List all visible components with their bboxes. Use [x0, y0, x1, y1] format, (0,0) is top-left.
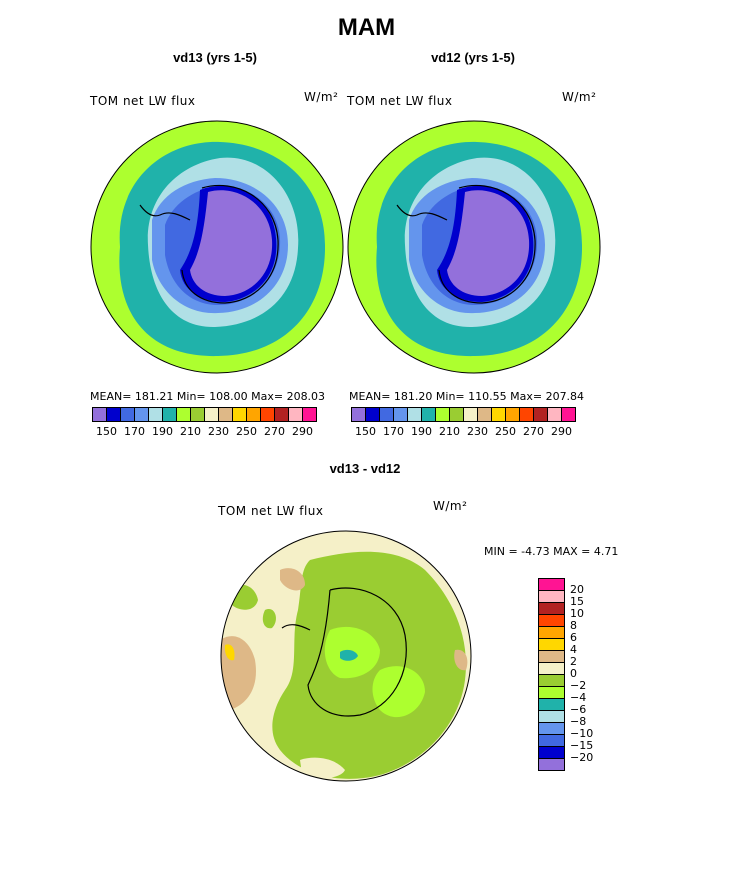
units-label-vd12: W/m² [562, 90, 597, 104]
colorbar-swatch [449, 407, 464, 422]
diff-title: vd13 - vd12 [329, 461, 401, 476]
colorbar-swatch [232, 407, 247, 422]
colorbar-vd12 [351, 407, 576, 422]
colorbar-tick-label: 150 [96, 425, 117, 438]
colorbar-tick-label: −8 [570, 715, 587, 728]
colorbar-tick-label: 290 [292, 425, 313, 438]
colorbar-tick-label: 250 [495, 425, 516, 438]
minmax-diff: MIN = -4.73 MAX = 4.71 [484, 545, 619, 558]
units-label-vd13: W/m² [304, 90, 339, 104]
variable-label-diff: TOM net LW flux [218, 504, 324, 518]
colorbar-tick-label: −15 [570, 739, 594, 752]
colorbar-tick-label: 20 [570, 583, 584, 596]
colorbar-swatch [491, 407, 506, 422]
colorbar-tick-label: 290 [551, 425, 572, 438]
colorbar-tick-label: 170 [124, 425, 145, 438]
colorbar-swatch [477, 407, 492, 422]
colorbar-swatch [148, 407, 163, 422]
colorbar-tick-label: 0 [570, 667, 577, 680]
colorbar-tick-label: 150 [355, 425, 376, 438]
colorbar-tick-label: 210 [439, 425, 460, 438]
colorbar-diff [538, 578, 565, 771]
colorbar-swatch [463, 407, 478, 422]
map-vd12 [347, 120, 601, 374]
colorbar-swatch [505, 407, 520, 422]
colorbar-tick-label: 170 [383, 425, 404, 438]
colorbar-swatch [176, 407, 191, 422]
colorbar-tick-label: 230 [208, 425, 229, 438]
colorbar-tick-label: 8 [570, 619, 577, 632]
colorbar-swatch [393, 407, 408, 422]
colorbar-tick-label: 250 [236, 425, 257, 438]
colorbar-tick-label: 270 [264, 425, 285, 438]
colorbar-labels-vd12: 150 170 190 210 230 250 270 290 [351, 425, 611, 439]
colorbar-swatch [274, 407, 289, 422]
colorbar-labels-vd13: 150 170 190 210 230 250 270 290 [92, 425, 352, 439]
colorbar-tick-label: −2 [570, 679, 587, 692]
colorbar-swatch [204, 407, 219, 422]
colorbar-tick-label: −10 [570, 727, 594, 740]
colorbar-tick-label: 230 [467, 425, 488, 438]
colorbar-swatch [561, 407, 576, 422]
panel-title-vd13: vd13 (yrs 1-5) [173, 50, 257, 65]
colorbar-swatch [421, 407, 436, 422]
colorbar-tick-label: 270 [523, 425, 544, 438]
colorbar-tick-label: −20 [570, 751, 594, 764]
colorbar-swatch [162, 407, 177, 422]
map-diff [220, 530, 472, 782]
colorbar-vd13 [92, 407, 317, 422]
colorbar-tick-label: 190 [152, 425, 173, 438]
colorbar-swatch [260, 407, 275, 422]
stats-vd13: MEAN= 181.21 Min= 108.00 Max= 208.03 [90, 390, 326, 403]
colorbar-swatch [246, 407, 261, 422]
units-label-diff: W/m² [433, 499, 468, 513]
stats-vd12: MEAN= 181.20 Min= 110.55 Max= 207.84 [349, 390, 585, 403]
map-vd13 [90, 120, 344, 374]
colorbar-tick-label: 15 [570, 595, 584, 608]
colorbar-tick-label: 190 [411, 425, 432, 438]
colorbar-swatch [351, 407, 366, 422]
colorbar-swatch [302, 407, 317, 422]
colorbar-tick-label: 4 [570, 643, 577, 656]
colorbar-swatch [288, 407, 303, 422]
figure-title: MAM [337, 14, 396, 41]
colorbar-tick-label: 2 [570, 655, 577, 668]
colorbar-tick-label: 210 [180, 425, 201, 438]
colorbar-swatch [190, 407, 205, 422]
colorbar-tick-label: 10 [570, 607, 584, 620]
colorbar-swatch [365, 407, 380, 422]
colorbar-swatch [407, 407, 422, 422]
colorbar-swatch [120, 407, 135, 422]
panel-title-vd12: vd12 (yrs 1-5) [431, 50, 515, 65]
variable-label-vd13: TOM net LW flux [90, 94, 196, 108]
variable-label-vd12: TOM net LW flux [347, 94, 453, 108]
colorbar-swatch [218, 407, 233, 422]
colorbar-labels-diff: 20 15 10 8 6 4 2 0 −2 −4 −6 −8 −10 −15 −20 [570, 578, 620, 788]
colorbar-swatch [134, 407, 149, 422]
colorbar-swatch [379, 407, 394, 422]
colorbar-tick-label: −4 [570, 691, 587, 704]
colorbar-swatch [533, 407, 548, 422]
colorbar-swatch [538, 758, 565, 771]
colorbar-swatch [435, 407, 450, 422]
colorbar-swatch [519, 407, 534, 422]
colorbar-tick-label: 6 [570, 631, 577, 644]
colorbar-tick-label: −6 [570, 703, 587, 716]
colorbar-swatch [547, 407, 562, 422]
colorbar-swatch [106, 407, 121, 422]
colorbar-swatch [92, 407, 107, 422]
